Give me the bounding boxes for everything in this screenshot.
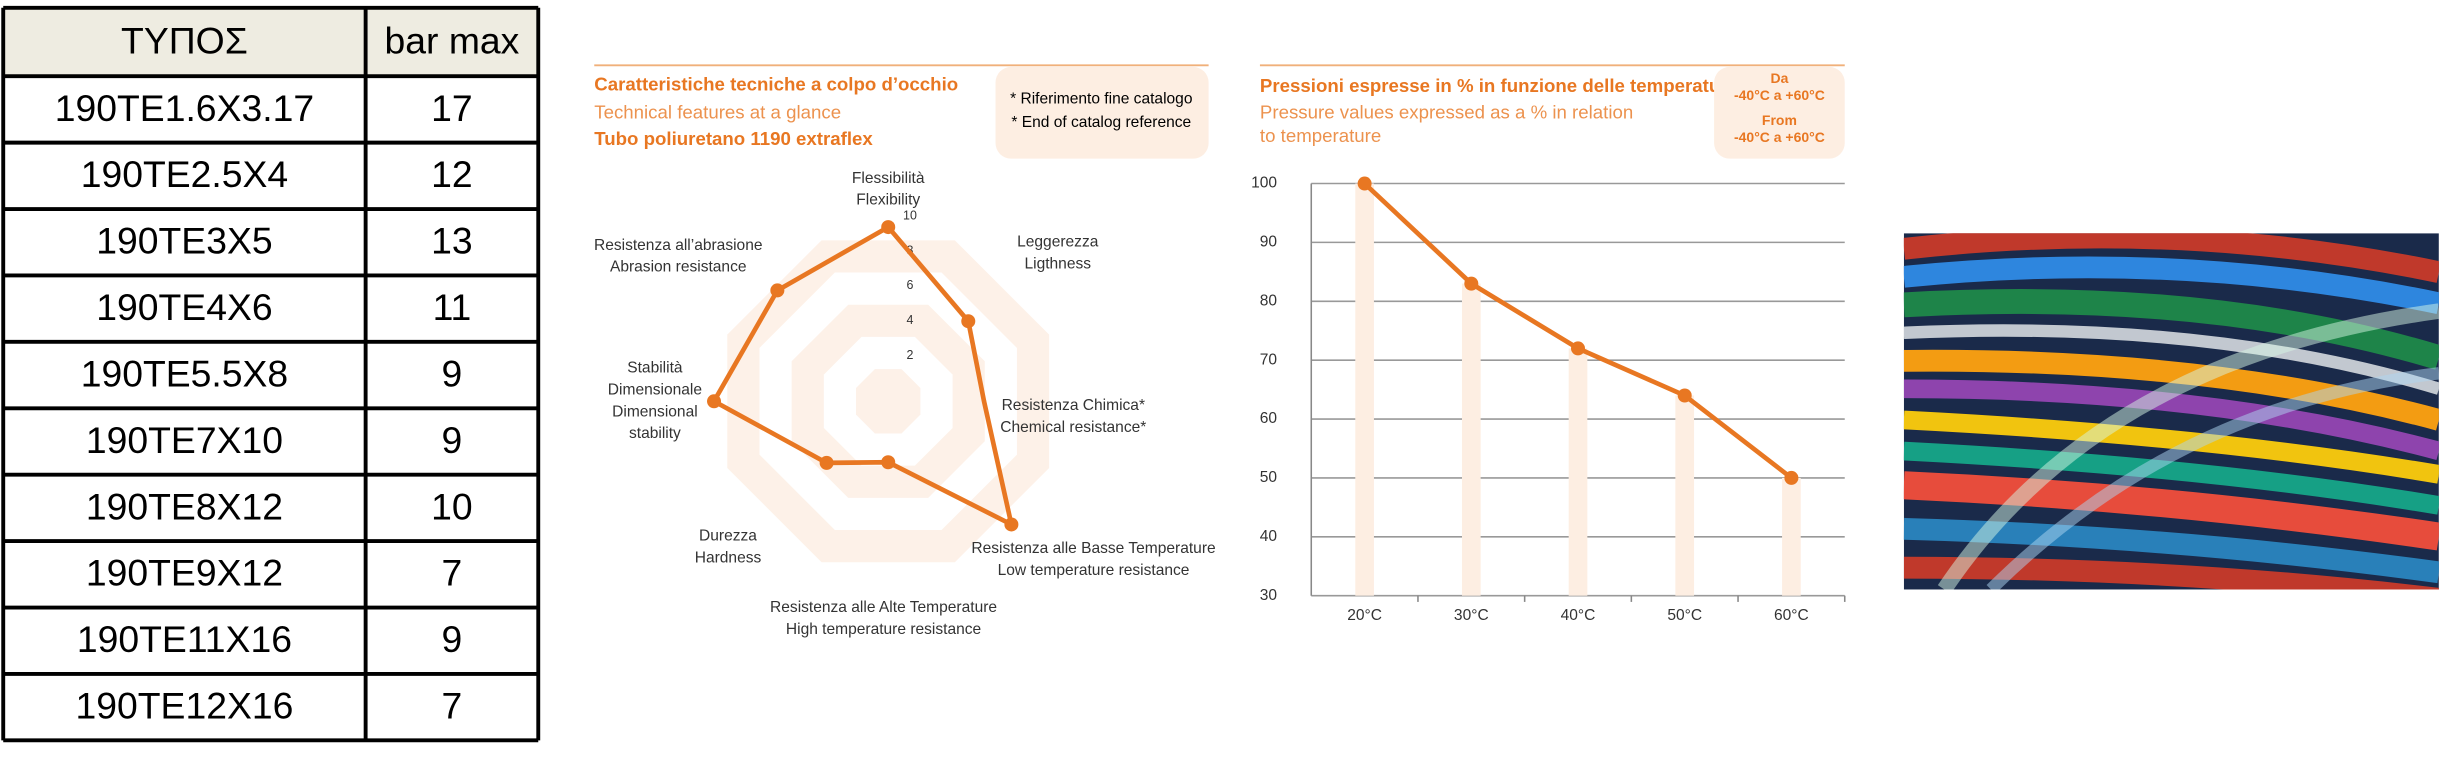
value-bar xyxy=(1675,395,1695,596)
y-tick-label: 90 xyxy=(1260,234,1278,251)
table-cell: 190TE5.5X8 xyxy=(81,352,288,394)
radar-point xyxy=(770,283,785,298)
radar-tick-label: 10 xyxy=(903,208,917,222)
table-header-bg xyxy=(3,7,539,77)
range-note: Da xyxy=(1770,70,1788,86)
x-tick-label: 30°C xyxy=(1454,607,1489,624)
table-cell: 190TE4X6 xyxy=(96,286,272,328)
table-cell: 12 xyxy=(431,153,473,195)
table-cell: 13 xyxy=(431,220,473,262)
radar-axis-label: Hardness xyxy=(695,549,762,566)
y-tick-label: 40 xyxy=(1260,528,1278,545)
radar-axis-label: Durezza xyxy=(699,528,757,545)
table-header: bar max xyxy=(385,19,520,61)
x-tick-label: 50°C xyxy=(1667,607,1702,624)
x-tick-label: 60°C xyxy=(1774,607,1809,624)
chart-title: Caratteristiche tecniche a colpo d’occhi… xyxy=(594,73,958,94)
range-note: -40°C a +60°C xyxy=(1734,87,1825,103)
table-cell: 7 xyxy=(442,685,463,727)
table-header: ΤΥΠΟΣ xyxy=(121,19,248,61)
value-bar xyxy=(1568,348,1588,596)
line-point xyxy=(1357,176,1372,191)
table-cell: 9 xyxy=(442,618,463,660)
y-tick-label: 50 xyxy=(1260,469,1278,486)
radar-axis-label: High temperature resistance xyxy=(786,621,981,638)
line-point xyxy=(1464,276,1479,291)
radar-axis-label: Abrasion resistance xyxy=(610,259,747,276)
range-note: From xyxy=(1762,112,1797,128)
radar-axis-label: Resistenza Chimica* xyxy=(1002,397,1145,414)
radar-axis-label: Stabilità xyxy=(627,360,683,377)
radar-ring xyxy=(856,369,921,434)
radar-axis-label: Leggerezza xyxy=(1017,234,1099,251)
note: * Riferimento fine catalogo xyxy=(1010,91,1192,108)
radar-axis-label: Flessibilità xyxy=(852,170,925,187)
table-cell: 190TE11X16 xyxy=(77,618,292,660)
radar-point xyxy=(961,314,976,329)
table-cell: 9 xyxy=(442,352,463,394)
value-bar xyxy=(1355,183,1374,596)
y-tick-label: 80 xyxy=(1260,292,1278,309)
table-cell: 10 xyxy=(431,485,473,527)
note: * End of catalog reference xyxy=(1011,114,1191,131)
value-bar xyxy=(1461,283,1481,596)
range-note: -40°C a +60°C xyxy=(1734,129,1825,145)
table-cell: 17 xyxy=(431,87,473,129)
radar-tick-label: 4 xyxy=(907,313,914,327)
table-cell: 190TE2.5X4 xyxy=(81,153,288,195)
line-point xyxy=(1784,470,1799,485)
line-point xyxy=(1571,341,1586,356)
table-cell: 190TE9X12 xyxy=(86,552,283,594)
radar-axis-label: Dimensionale xyxy=(608,381,702,398)
line-point xyxy=(1677,388,1692,403)
radar-axis-label: Resistenza alle Alte Temperature xyxy=(770,599,997,616)
radar-axis-label: stability xyxy=(629,425,681,442)
table-cell: 190TE3X5 xyxy=(96,220,272,262)
x-tick-label: 40°C xyxy=(1561,607,1596,624)
radar-axis-label: Flexibility xyxy=(856,192,920,209)
y-tick-label: 60 xyxy=(1260,410,1278,427)
table-cell: 9 xyxy=(442,419,463,461)
radar-tick-label: 2 xyxy=(907,348,914,362)
radar-axis-label: Chemical resistance* xyxy=(1000,419,1146,436)
table-cell: 11 xyxy=(433,286,472,328)
radar-point xyxy=(881,455,896,470)
radar-tick-label: 6 xyxy=(907,278,914,292)
chart-subtitle: Pressure values expressed as a % in rela… xyxy=(1260,101,1633,122)
x-tick-label: 20°C xyxy=(1347,607,1382,624)
radar-axis-label: Low temperature resistance xyxy=(998,562,1190,579)
radar-axis-label: Dimensional xyxy=(612,403,698,420)
note-box xyxy=(995,66,1209,159)
radar-point xyxy=(707,394,722,409)
note-box xyxy=(1714,66,1845,159)
product-name: Tubo poliuretano 1190 extraflex xyxy=(594,128,873,149)
radar-axis-label: Resistenza all’abrasione xyxy=(594,237,763,254)
value-bar xyxy=(1782,477,1801,596)
radar-point xyxy=(1004,517,1019,532)
radar-point xyxy=(881,220,896,235)
chart-subtitle: to temperature xyxy=(1260,125,1381,146)
table-cell: 190TE1.6X3.17 xyxy=(55,87,314,129)
y-tick-label: 100 xyxy=(1251,175,1277,192)
radar-axis-label: Ligthness xyxy=(1024,256,1091,273)
table-cell: 190TE8X12 xyxy=(86,485,283,527)
chart-subtitle: Technical features at a glance xyxy=(594,101,841,122)
radar-axis-label: Resistenza alle Basse Temperature xyxy=(971,540,1215,557)
table-cell: 190TE7X10 xyxy=(86,419,283,461)
y-tick-label: 30 xyxy=(1260,587,1278,604)
photo xyxy=(1903,233,2439,590)
table-cell: 7 xyxy=(442,552,463,594)
radar-point xyxy=(819,455,834,470)
table-cell: 190TE12X16 xyxy=(76,685,294,727)
y-tick-label: 70 xyxy=(1260,351,1278,368)
chart-title: Pressioni espresse in % in funzione dell… xyxy=(1260,75,1738,96)
